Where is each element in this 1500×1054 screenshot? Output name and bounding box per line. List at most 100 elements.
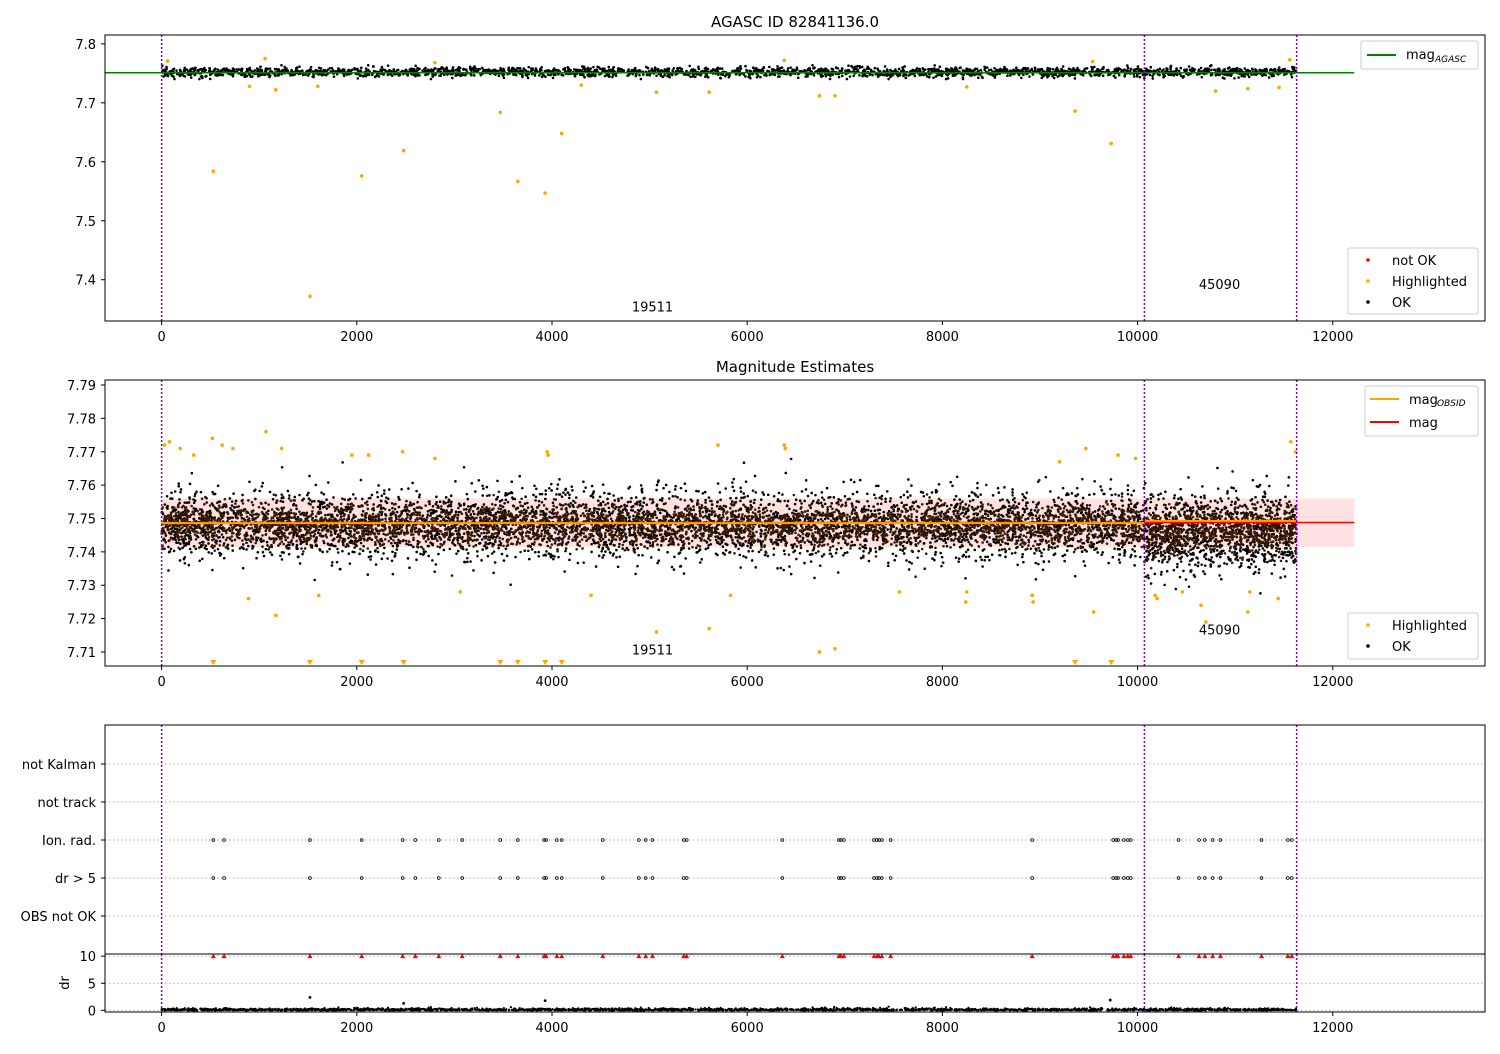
ok-point: [888, 510, 891, 513]
ok-point: [1237, 76, 1240, 79]
ok-point: [531, 548, 534, 551]
ok-point: [917, 550, 920, 553]
ok-point: [820, 75, 823, 78]
ok-point: [282, 69, 285, 72]
ok-point: [1033, 552, 1036, 555]
ok-point: [953, 498, 956, 501]
ok-point: [1058, 74, 1061, 77]
ok-point: [1223, 68, 1226, 71]
ok-point: [763, 66, 766, 69]
ok-point: [615, 538, 618, 541]
ok-point: [568, 494, 571, 497]
ok-point: [1102, 505, 1105, 508]
ok-point: [470, 482, 473, 485]
highlighted-point: [1277, 86, 1281, 90]
ok-point: [620, 497, 623, 500]
ok-point: [1135, 68, 1138, 71]
ok-point: [679, 551, 682, 554]
ok-point: [165, 534, 168, 537]
ok-point: [749, 546, 752, 549]
ok-point: [753, 69, 756, 72]
ok-point: [259, 69, 262, 72]
ok-point: [388, 509, 391, 512]
ok-point: [544, 70, 547, 73]
ok-point: [613, 499, 616, 502]
ok-point: [833, 496, 836, 499]
ok-point: [998, 491, 1001, 494]
ok-point: [356, 77, 359, 80]
ok-point: [287, 490, 290, 493]
ok-point: [367, 533, 370, 536]
ok-point: [356, 68, 359, 71]
ok-point: [362, 545, 365, 548]
ok-point: [445, 496, 448, 499]
ok-point: [924, 68, 927, 71]
ok-point: [702, 492, 705, 495]
ok-point: [1200, 67, 1203, 70]
ok-point: [455, 510, 458, 513]
ok-point: [742, 555, 745, 558]
ok-point: [262, 551, 265, 554]
ok-point: [352, 493, 355, 496]
ok-point: [398, 498, 401, 501]
ok-point: [746, 545, 749, 548]
ok-point: [662, 487, 665, 490]
ok-point: [199, 68, 202, 71]
x-tick-label: 12000: [1312, 330, 1353, 345]
ok-point: [198, 559, 201, 562]
ok-point: [827, 496, 830, 499]
ok-point: [751, 559, 754, 562]
ok-point: [788, 565, 791, 568]
ok-point: [608, 74, 611, 77]
ok-point: [431, 559, 434, 562]
ok-point: [732, 478, 735, 481]
ok-point: [965, 536, 968, 539]
ok-point: [663, 69, 666, 72]
ok-point: [617, 69, 620, 72]
ok-point: [467, 505, 470, 508]
ok-point: [916, 67, 919, 70]
ok-point: [1082, 560, 1085, 563]
ok-point: [1066, 515, 1069, 518]
ok-point: [962, 554, 965, 557]
ok-point: [754, 67, 757, 70]
ok-point: [751, 517, 754, 520]
ok-point: [724, 487, 727, 490]
ok-point: [849, 75, 852, 78]
ok-point: [807, 495, 810, 498]
ok-point: [1104, 515, 1107, 518]
ok-point: [1022, 74, 1025, 77]
ok-point: [910, 484, 913, 487]
ok-point: [967, 541, 970, 544]
ok-point: [894, 505, 897, 508]
ok-point: [1069, 544, 1072, 547]
ok-point: [831, 555, 834, 558]
ok-point: [1127, 489, 1130, 492]
ok-point: [523, 549, 526, 552]
ok-point: [946, 505, 949, 508]
ok-point: [318, 67, 321, 70]
ok-point: [759, 516, 762, 519]
ok-point: [787, 500, 790, 503]
ok-point: [498, 75, 501, 78]
ok-point: [1113, 75, 1116, 78]
ok-point: [638, 510, 641, 513]
ok-point: [979, 73, 982, 76]
ok-point: [945, 67, 948, 70]
highlighted-point: [1214, 89, 1218, 93]
ok-point: [558, 478, 561, 481]
ok-point: [720, 508, 723, 511]
ok-point: [993, 67, 996, 70]
ok-point: [495, 498, 498, 501]
ok-point: [964, 512, 967, 515]
ok-point: [421, 69, 424, 72]
ok-point: [1046, 74, 1049, 77]
ok-point: [646, 74, 649, 77]
ok-point: [567, 491, 570, 494]
ok-point: [492, 572, 495, 575]
ok-point: [601, 556, 604, 559]
ok-point: [772, 553, 775, 556]
ok-point: [228, 527, 231, 530]
ok-point: [642, 73, 645, 76]
ok-point: [951, 485, 954, 488]
